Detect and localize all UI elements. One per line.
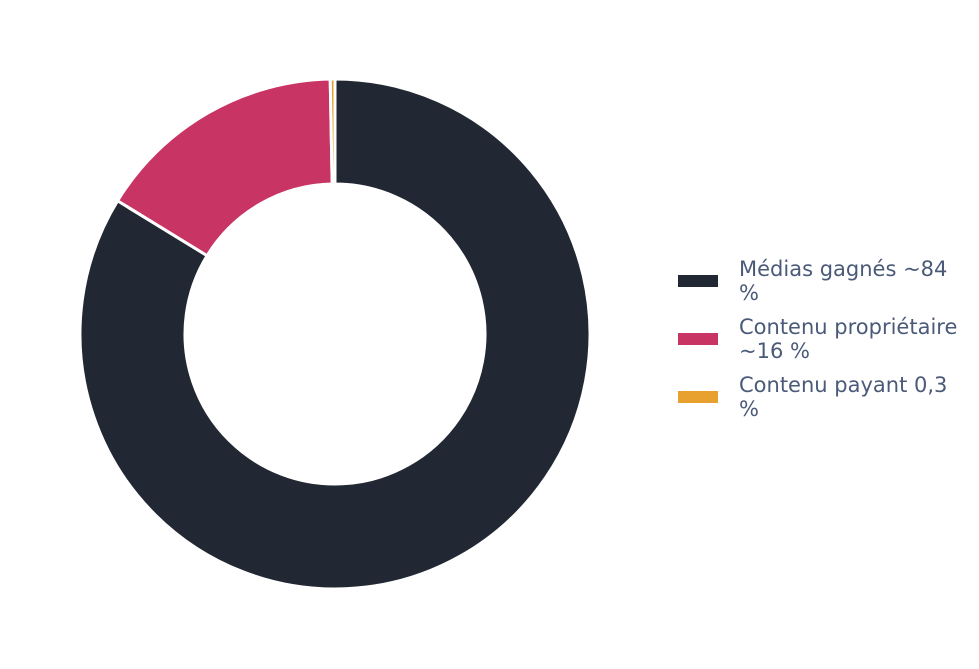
legend-item: Contenu propriétaire ~16 %: [678, 310, 964, 368]
legend-label: Médias gagnés ~84 %: [739, 257, 948, 305]
legend-swatch: [678, 275, 718, 287]
legend-item: Contenu payant 0,3 %: [678, 368, 964, 426]
legend-label: Contenu payant 0,3 %: [739, 373, 948, 421]
donut-segment: [328, 77, 337, 186]
legend-label: Contenu propriétaire ~16 %: [739, 315, 958, 363]
legend-item: Médias gagnés ~84 %: [678, 252, 964, 310]
donut-segment: [116, 77, 334, 258]
legend: Médias gagnés ~84 % Contenu propriétaire …: [678, 252, 964, 426]
donut-segment: [78, 77, 592, 591]
legend-swatch: [678, 333, 718, 345]
legend-swatch: [678, 391, 718, 403]
